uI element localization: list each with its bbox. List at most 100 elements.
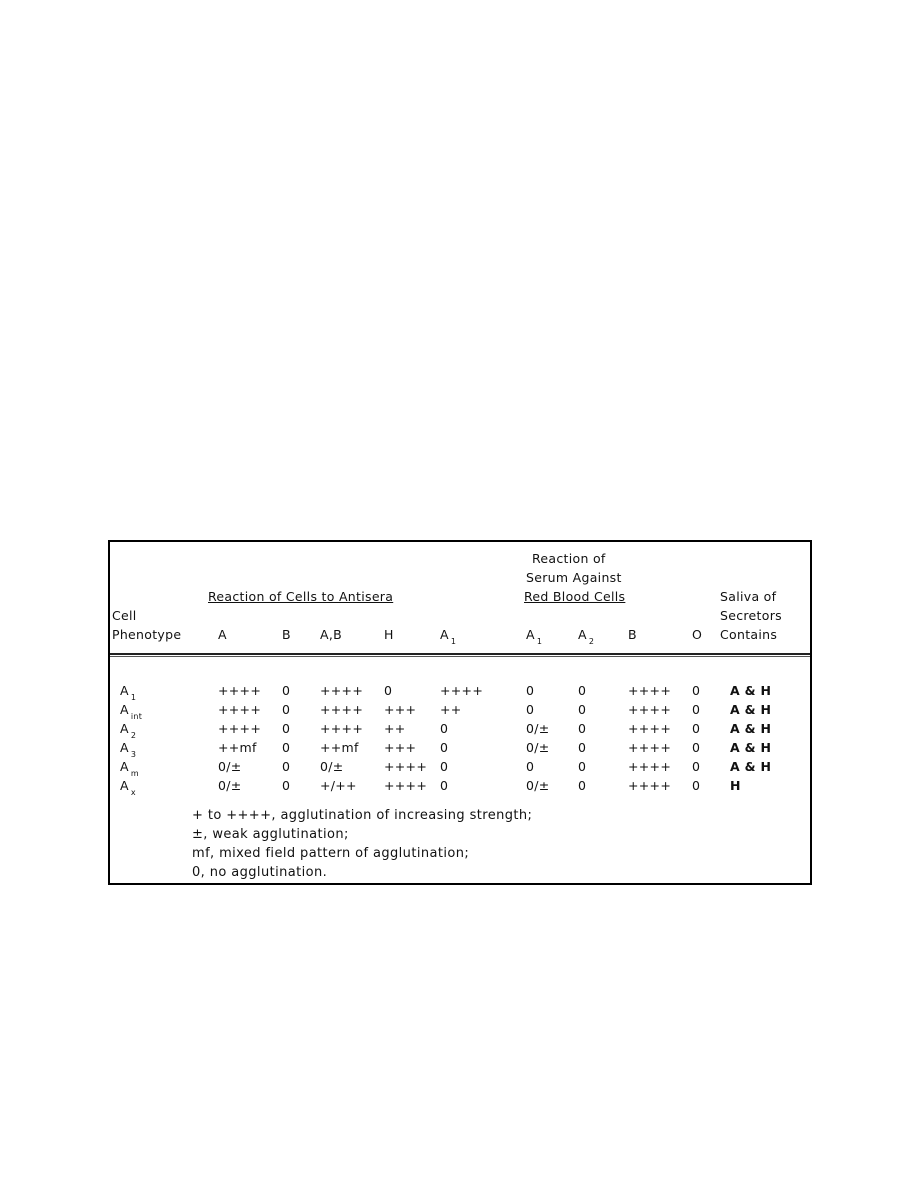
- phenotype-label: A: [120, 759, 129, 774]
- saliva-cell: H: [730, 778, 741, 793]
- column-header-label: A,B: [320, 627, 342, 642]
- column-header-label: B: [282, 627, 291, 642]
- table-cell: 0: [282, 702, 291, 717]
- table-cell: 0: [440, 721, 449, 736]
- header-divider: [110, 653, 810, 657]
- column-header-subscript: 1: [536, 637, 543, 646]
- table-cell: 0: [526, 702, 535, 717]
- table-cell: ++mf: [320, 740, 359, 755]
- table-cell: 0: [282, 721, 291, 736]
- table-cell: 0: [384, 683, 393, 698]
- table-cell: 0: [440, 740, 449, 755]
- table-cell: ++++: [320, 702, 364, 717]
- table-cell: 0/±: [526, 778, 550, 793]
- table-cell: ++++: [628, 778, 672, 793]
- table-cell: ++++: [628, 759, 672, 774]
- table-cell: ++++: [320, 721, 364, 736]
- table-cell: 0/±: [218, 778, 242, 793]
- phenotype-label: A: [120, 740, 129, 755]
- column-header-label: B: [628, 627, 637, 642]
- table-cell: ++++: [218, 721, 262, 736]
- phenotype-label: A: [120, 778, 129, 793]
- table-cell: 0: [526, 759, 535, 774]
- table-cell: 0: [440, 778, 449, 793]
- table-cell: 0: [578, 778, 587, 793]
- legend-line: 0, no agglutination.: [192, 865, 328, 880]
- table-cell: 0: [692, 683, 701, 698]
- saliva-header-line3: Contains: [720, 627, 778, 642]
- table-cell: +++: [384, 702, 417, 717]
- column-header: H: [384, 627, 394, 642]
- legend-line: mf, mixed field pattern of agglutination…: [192, 846, 470, 861]
- table-cell: ++: [440, 702, 462, 717]
- table-cell: ++++: [628, 702, 672, 717]
- table-cell: 0: [692, 778, 701, 793]
- table-cell: ++++: [218, 683, 262, 698]
- table-cell: ++++: [218, 702, 262, 717]
- phenotype-subscript: 2: [130, 731, 137, 740]
- table-cell: 0: [692, 740, 701, 755]
- table-cell: ++++: [384, 778, 428, 793]
- column-header: A,B: [320, 627, 342, 642]
- column-header-label: H: [384, 627, 394, 642]
- table-cell: 0/±: [526, 740, 550, 755]
- saliva-cell: A & H: [730, 740, 772, 755]
- column-header-subscript: 1: [450, 637, 457, 646]
- legend-line: + to ++++, agglutination of increasing s…: [192, 808, 533, 823]
- table-cell: 0: [692, 702, 701, 717]
- phenotype-label: A: [120, 683, 129, 698]
- table-cell: 0: [578, 721, 587, 736]
- cell-header-line1: Cell: [112, 608, 137, 623]
- column-header: B: [282, 627, 291, 642]
- table-cell: ++++: [384, 759, 428, 774]
- table-cell: 0: [578, 759, 587, 774]
- column-header: B: [628, 627, 637, 642]
- table-cell: 0: [692, 759, 701, 774]
- column-header: A: [218, 627, 227, 642]
- table-cell: 0/±: [320, 759, 344, 774]
- table-cell: 0: [282, 683, 291, 698]
- table-cell: 0: [282, 740, 291, 755]
- table-cell: +++: [384, 740, 417, 755]
- table-cell: +/++: [320, 778, 357, 793]
- blood-group-table: Reaction of Serum Against Reaction of Ce…: [108, 540, 812, 885]
- column-header: O: [692, 627, 702, 642]
- column-header-label: A: [440, 627, 449, 642]
- table-cell: 0/±: [526, 721, 550, 736]
- column-header-subscript: 2: [588, 637, 595, 646]
- saliva-cell: A & H: [730, 721, 772, 736]
- saliva-cell: A & H: [730, 702, 772, 717]
- table-cell: 0: [526, 683, 535, 698]
- cells-header: Reaction of Cells to Antisera: [208, 589, 394, 604]
- phenotype-subscript: m: [130, 769, 139, 778]
- table-cell: ++: [384, 721, 406, 736]
- serum-header-line3: Red Blood Cells: [524, 589, 626, 604]
- column-header-label: O: [692, 627, 703, 642]
- column-header-label: A: [578, 627, 587, 642]
- phenotype-subscript: 3: [130, 750, 137, 759]
- column-header-label: A: [526, 627, 535, 642]
- saliva-cell: A & H: [730, 683, 772, 698]
- table-cell: 0: [692, 721, 701, 736]
- table-cell: ++mf: [218, 740, 257, 755]
- saliva-cell: A & H: [730, 759, 772, 774]
- saliva-header-line1: Saliva of: [720, 589, 777, 604]
- table-cell: 0: [282, 759, 291, 774]
- table-cell: 0: [578, 740, 587, 755]
- table-cell: ++++: [320, 683, 364, 698]
- saliva-header-line2: Secretors: [720, 608, 782, 623]
- table-cell: ++++: [440, 683, 484, 698]
- table-cell: ++++: [628, 721, 672, 736]
- table-cell: 0: [578, 702, 587, 717]
- phenotype-subscript: int: [130, 712, 143, 721]
- phenotype-label: A: [120, 721, 129, 736]
